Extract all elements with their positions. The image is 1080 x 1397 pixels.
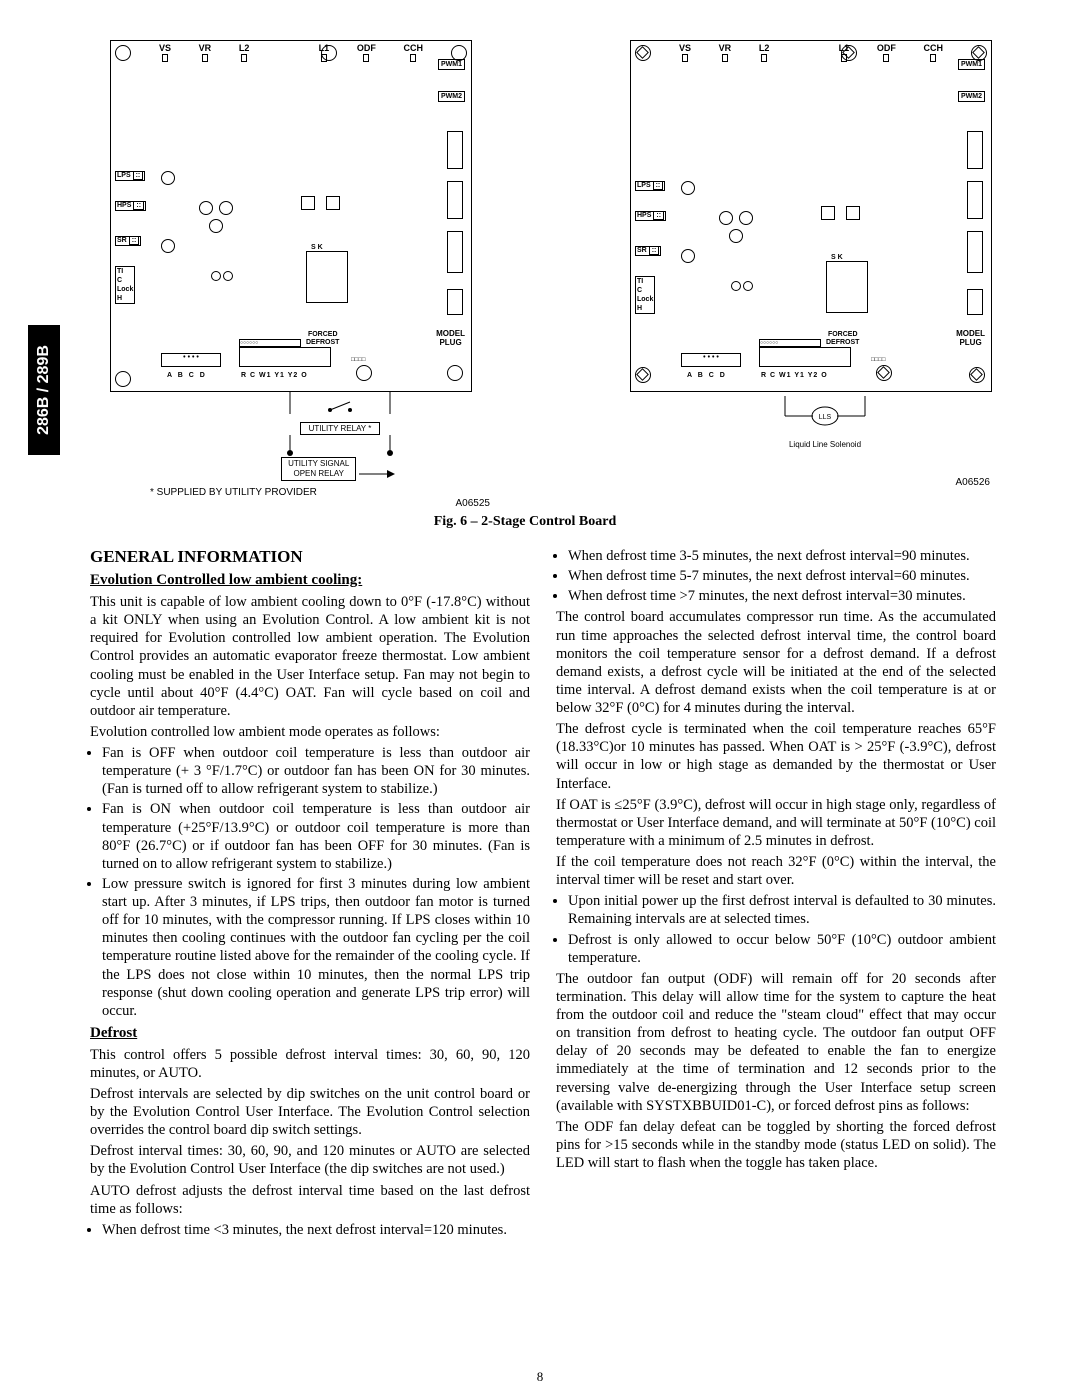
subsection-heading: Evolution Controlled low ambient cooling… [90,571,530,590]
lps-conn: LPS :: [635,181,665,191]
list-item: Low pressure switch is ignored for first… [102,875,530,1020]
utility-signal-label: UTILITY SIGNAL OPEN RELAY [281,457,356,481]
right-diagram-wrap: VS VR L2 L1 ODF CCH PWM1 PWM2 LPS :: HPS… [630,40,1020,509]
list-item: When defrost time >7 minutes, the next d… [568,587,996,605]
pwm1-conn: PWM1 [438,59,465,70]
resistor [447,181,463,219]
lls-label: Liquid Line Solenoid [630,440,1020,449]
list-item: Upon initial power up the first defrost … [568,892,996,928]
utility-relay-block: UTILITY RELAY * UTILITY SIGNAL OPEN RELA… [180,392,500,481]
tich-conn: TI C Lock H [115,266,135,304]
lls-block: LLS Liquid Line Solenoid [630,396,1020,449]
page: 286B / 289B VS VR L2 L1 ODF CCH [0,0,1080,1397]
bottom-connectors: • • • • ○○○○○○ □□□□ A B C D R C W1 Y1 Y2… [131,351,451,381]
ic-chip: S K [306,251,348,303]
list-item: Defrost is only allowed to occur below 5… [568,931,996,967]
image-code-left: A06525 [110,498,490,509]
right-column: When defrost time 3-5 minutes, the next … [556,544,996,1242]
body-para: The defrost cycle is terminated when the… [556,720,996,793]
left-column: GENERAL INFORMATION Evolution Controlled… [90,544,530,1242]
page-number: 8 [0,1369,1080,1385]
pwm2-conn: PWM2 [438,91,465,102]
screw-hole [115,45,131,61]
control-board-right: VS VR L2 L1 ODF CCH PWM1 PWM2 LPS :: HPS… [630,40,992,392]
forced-defrost-label: FORCED DEFROST [826,331,859,347]
image-code-right: A06526 [630,477,990,488]
list-item: Fan is ON when outdoor coil temperature … [102,800,530,873]
resistor [447,131,463,169]
section-heading: GENERAL INFORMATION [90,546,530,567]
pwm1-conn: PWM1 [958,59,985,70]
body-para: Evolution controlled low ambient mode op… [90,723,530,741]
body-para: If the coil temperature does not reach 3… [556,853,996,889]
body-para: This control offers 5 possible defrost i… [90,1046,530,1082]
body-para: This unit is capable of low ambient cool… [90,593,530,720]
body-para: The outdoor fan output (ODF) will remain… [556,970,996,1115]
body-para: If OAT is ≤25°F (3.9°C), defrost will oc… [556,796,996,850]
screw-hole [115,371,131,387]
forced-defrost-label: FORCED DEFROST [306,331,339,347]
top-terminal-row: VS VR L2 L1 ODF CCH [679,43,943,62]
list-item: When defrost time <3 minutes, the next d… [102,1221,530,1239]
body-para: The control board accumulates compressor… [556,608,996,717]
list-item: When defrost time 5-7 minutes, the next … [568,567,996,585]
bullet-list: When defrost time <3 minutes, the next d… [102,1221,530,1239]
body-para: AUTO defrost adjusts the defrost interva… [90,1182,530,1218]
bottom-connectors: • • • • ○○○○○○ □□□□ A B C D R C W1 Y1 Y2… [651,351,971,381]
model-plug-label: MODEL PLUG [436,329,465,347]
bullet-list: Upon initial power up the first defrost … [568,892,996,967]
top-terminal-row: VS VR L2 L1 ODF CCH [159,43,423,62]
svg-text:LLS: LLS [819,414,832,421]
side-tab-text: 286B / 289B [35,345,53,435]
pwm2-conn: PWM2 [958,91,985,102]
lps-conn: LPS :: [115,171,145,181]
utility-relay-label: UTILITY RELAY * [300,422,381,435]
figure-caption: Fig. 6 – 2-Stage Control Board [30,514,1020,530]
diagrams-row: VS VR L2 L1 ODF CCH PWM1 PWM2 LPS :: HPS… [110,40,1020,509]
body-para: The ODF fan delay defeat can be toggled … [556,1118,996,1172]
hps-conn: HPS :: [635,211,666,221]
list-item: Fan is OFF when outdoor coil temperature… [102,744,530,798]
sr-conn: SR :: [635,246,661,256]
left-diagram-wrap: VS VR L2 L1 ODF CCH PWM1 PWM2 LPS :: HPS… [110,40,500,509]
body-para: Defrost intervals are selected by dip sw… [90,1085,530,1139]
resistor [447,231,463,273]
model-plug-label: MODEL PLUG [956,329,985,347]
body-para: Defrost interval times: 30, 60, 90, and … [90,1142,530,1178]
supplied-footnote: * SUPPLIED BY UTILITY PROVIDER [150,487,500,498]
text-columns: GENERAL INFORMATION Evolution Controlled… [90,544,1020,1242]
ic-chip: S K [826,261,868,313]
tich-conn: TI C Lock H [635,276,655,314]
control-board-left: VS VR L2 L1 ODF CCH PWM1 PWM2 LPS :: HPS… [110,40,472,392]
resistor [447,289,463,315]
bullet-list: Fan is OFF when outdoor coil temperature… [102,744,530,1020]
list-item: When defrost time 3-5 minutes, the next … [568,547,996,565]
sr-conn: SR :: [115,236,141,246]
bullet-list: When defrost time 3-5 minutes, the next … [568,547,996,605]
side-tab: 286B / 289B [28,325,60,455]
hps-conn: HPS :: [115,201,146,211]
subsection-heading: Defrost [90,1024,530,1043]
